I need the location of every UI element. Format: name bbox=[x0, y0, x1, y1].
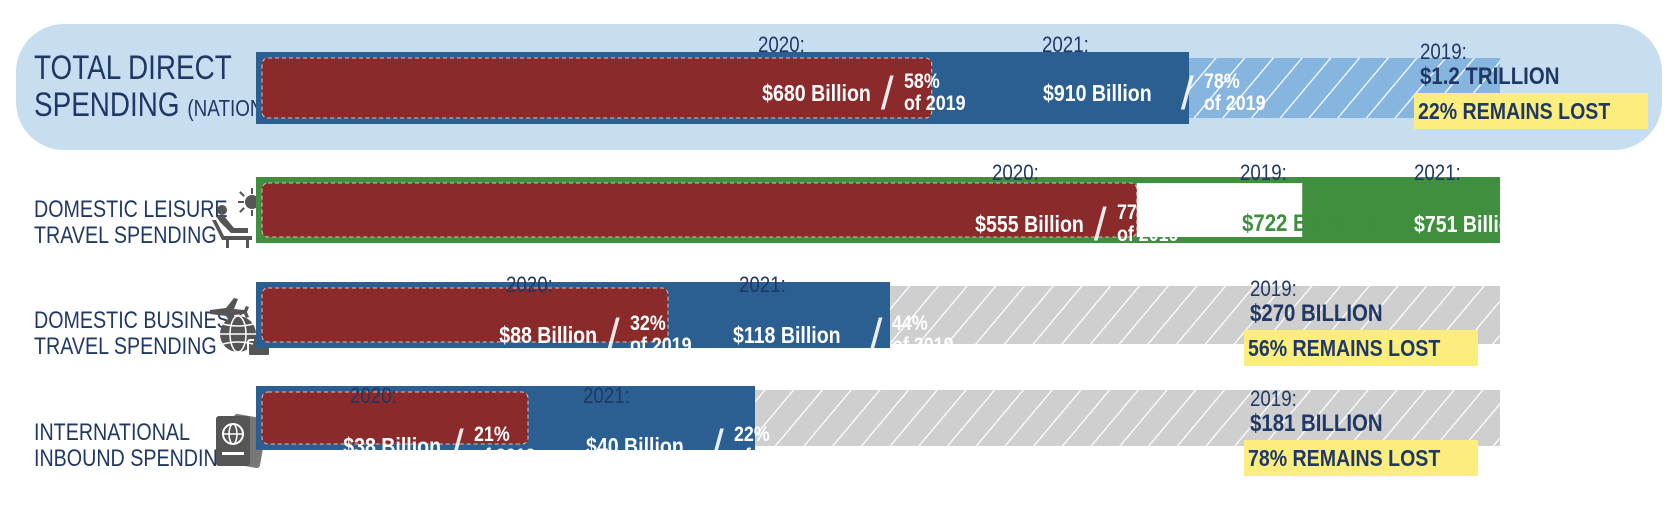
international-lost-badge: 78% REMAINS LOST bbox=[1244, 440, 1479, 476]
international-2020-value: $38 Billion bbox=[343, 432, 441, 459]
row-label-leisure-line2: TRAVEL SPENDING bbox=[34, 221, 217, 249]
total-2020-of: of 2019 bbox=[903, 92, 966, 115]
total-2021-year-label: 2021: bbox=[1042, 32, 1089, 57]
row-label-leisure-line1: DOMESTIC LEISURE bbox=[34, 196, 228, 223]
total-2021-value: $910 Billion bbox=[1043, 79, 1152, 106]
row-label-business-line1: DOMESTIC BUSINESS bbox=[34, 307, 243, 334]
leisure-2021-label: $751 Billion / 104% of 2019 bbox=[1414, 198, 1621, 250]
business-2021-label: $118 Billion / 44% of 2019 bbox=[733, 309, 954, 361]
business-lost-badge: 56% REMAINS LOST bbox=[1244, 330, 1479, 366]
leisure-2020-pct: 77% bbox=[1116, 200, 1153, 224]
row-label-total-line1: TOTAL DIRECT bbox=[34, 49, 232, 87]
business-2020-of: of 2019 bbox=[629, 334, 692, 357]
total-2020-label: $680 Billion / 58% of 2019 bbox=[762, 67, 966, 119]
total-2020-bar bbox=[261, 57, 933, 119]
business-2021-of: of 2019 bbox=[892, 334, 954, 357]
international-2021-pct: 22% bbox=[733, 422, 770, 446]
international-2019-year-label: 2019: bbox=[1250, 386, 1297, 411]
leisure-2020-of: of 2019 bbox=[1116, 223, 1179, 246]
total-2019-value: $1.2 TRILLION bbox=[1420, 63, 1560, 90]
international-2020-year-label: 2020: bbox=[350, 383, 397, 408]
leisure-2020-bar bbox=[261, 182, 1138, 238]
total-2021-of: of 2019 bbox=[1203, 92, 1266, 115]
business-2019-year-label: 2019: bbox=[1250, 276, 1297, 301]
total-2020-year-label: 2020: bbox=[758, 32, 805, 57]
leisure-2019-bar bbox=[1136, 183, 1303, 237]
leisure-2021-year-label: 2021: bbox=[1414, 160, 1461, 185]
business-2020-value: $88 Billion bbox=[499, 321, 597, 348]
international-2021-of: of 2019 bbox=[733, 445, 796, 468]
business-2020-year-label: 2020: bbox=[506, 272, 553, 297]
international-2019-value: $181 BILLION bbox=[1250, 410, 1383, 437]
total-2021-label: $910 Billion / 78% of 2019 bbox=[1043, 67, 1266, 119]
international-2021-label: $40 Billion / 22% of 2019 bbox=[586, 420, 796, 472]
business-2020-pct: 32% bbox=[629, 311, 666, 335]
business-2021-value: $118 Billion bbox=[733, 321, 841, 348]
total-2020-pct: 58% bbox=[903, 69, 940, 93]
international-2021-year-label: 2021: bbox=[583, 383, 630, 408]
leisure-2020-value: $555 Billion bbox=[975, 210, 1084, 237]
leisure-2019-year-label: 2019: bbox=[1240, 160, 1287, 185]
leisure-2021-value: $751 Billion bbox=[1414, 210, 1523, 237]
international-lost-label: 78% REMAINS LOST bbox=[1248, 445, 1441, 471]
row-label-leisure: DOMESTIC LEISURE TRAVEL SPENDING bbox=[34, 197, 228, 249]
business-2020-bar bbox=[261, 287, 669, 343]
total-2021-pct: 78% bbox=[1203, 69, 1240, 93]
business-lost-label: 56% REMAINS LOST bbox=[1248, 335, 1441, 361]
international-2020-bar bbox=[261, 391, 529, 445]
total-2020-value: $680 Billion bbox=[762, 79, 871, 106]
leisure-2019-value: $722 BILLION bbox=[1242, 210, 1375, 237]
beach-chair-sun-icon bbox=[212, 188, 266, 248]
leisure-2020-year-label: 2020: bbox=[992, 160, 1039, 185]
business-2021-year-label: 2021: bbox=[739, 272, 786, 297]
leisure-2020-label: $555 Billion / 77% of 2019 bbox=[975, 198, 1179, 250]
row-label-total-line2: SPENDING bbox=[34, 85, 180, 124]
row-label-business-line2: TRAVEL SPENDING bbox=[34, 332, 217, 360]
international-2021-value: $40 Billion bbox=[586, 432, 684, 459]
total-lost-badge: 22% REMAINS LOST bbox=[1414, 93, 1649, 129]
total-2019-year-label: 2019: bbox=[1420, 39, 1467, 64]
international-2020-pct: 21% bbox=[473, 422, 510, 446]
leisure-2021-of: of 2019 bbox=[1558, 223, 1621, 246]
leisure-2021-pct: 104% bbox=[1558, 200, 1605, 224]
row-label-international: INTERNATIONAL INBOUND SPENDING bbox=[34, 420, 233, 472]
row-label-international-line1: INTERNATIONAL bbox=[34, 419, 191, 446]
business-2019-value: $270 BILLION bbox=[1250, 300, 1383, 327]
total-lost-label: 22% REMAINS LOST bbox=[1418, 98, 1611, 124]
international-2020-label: $38 Billion / 21% of 2019 bbox=[343, 420, 536, 472]
row-label-business: DOMESTIC BUSINESS TRAVEL SPENDING bbox=[34, 308, 243, 360]
row-label-international-line2: INBOUND SPENDING bbox=[34, 444, 234, 472]
international-2020-of: of 2019 bbox=[473, 445, 536, 468]
business-2021-pct: 44% bbox=[892, 311, 929, 335]
business-2020-label: $88 Billion / 32% of 2019 bbox=[499, 309, 692, 361]
